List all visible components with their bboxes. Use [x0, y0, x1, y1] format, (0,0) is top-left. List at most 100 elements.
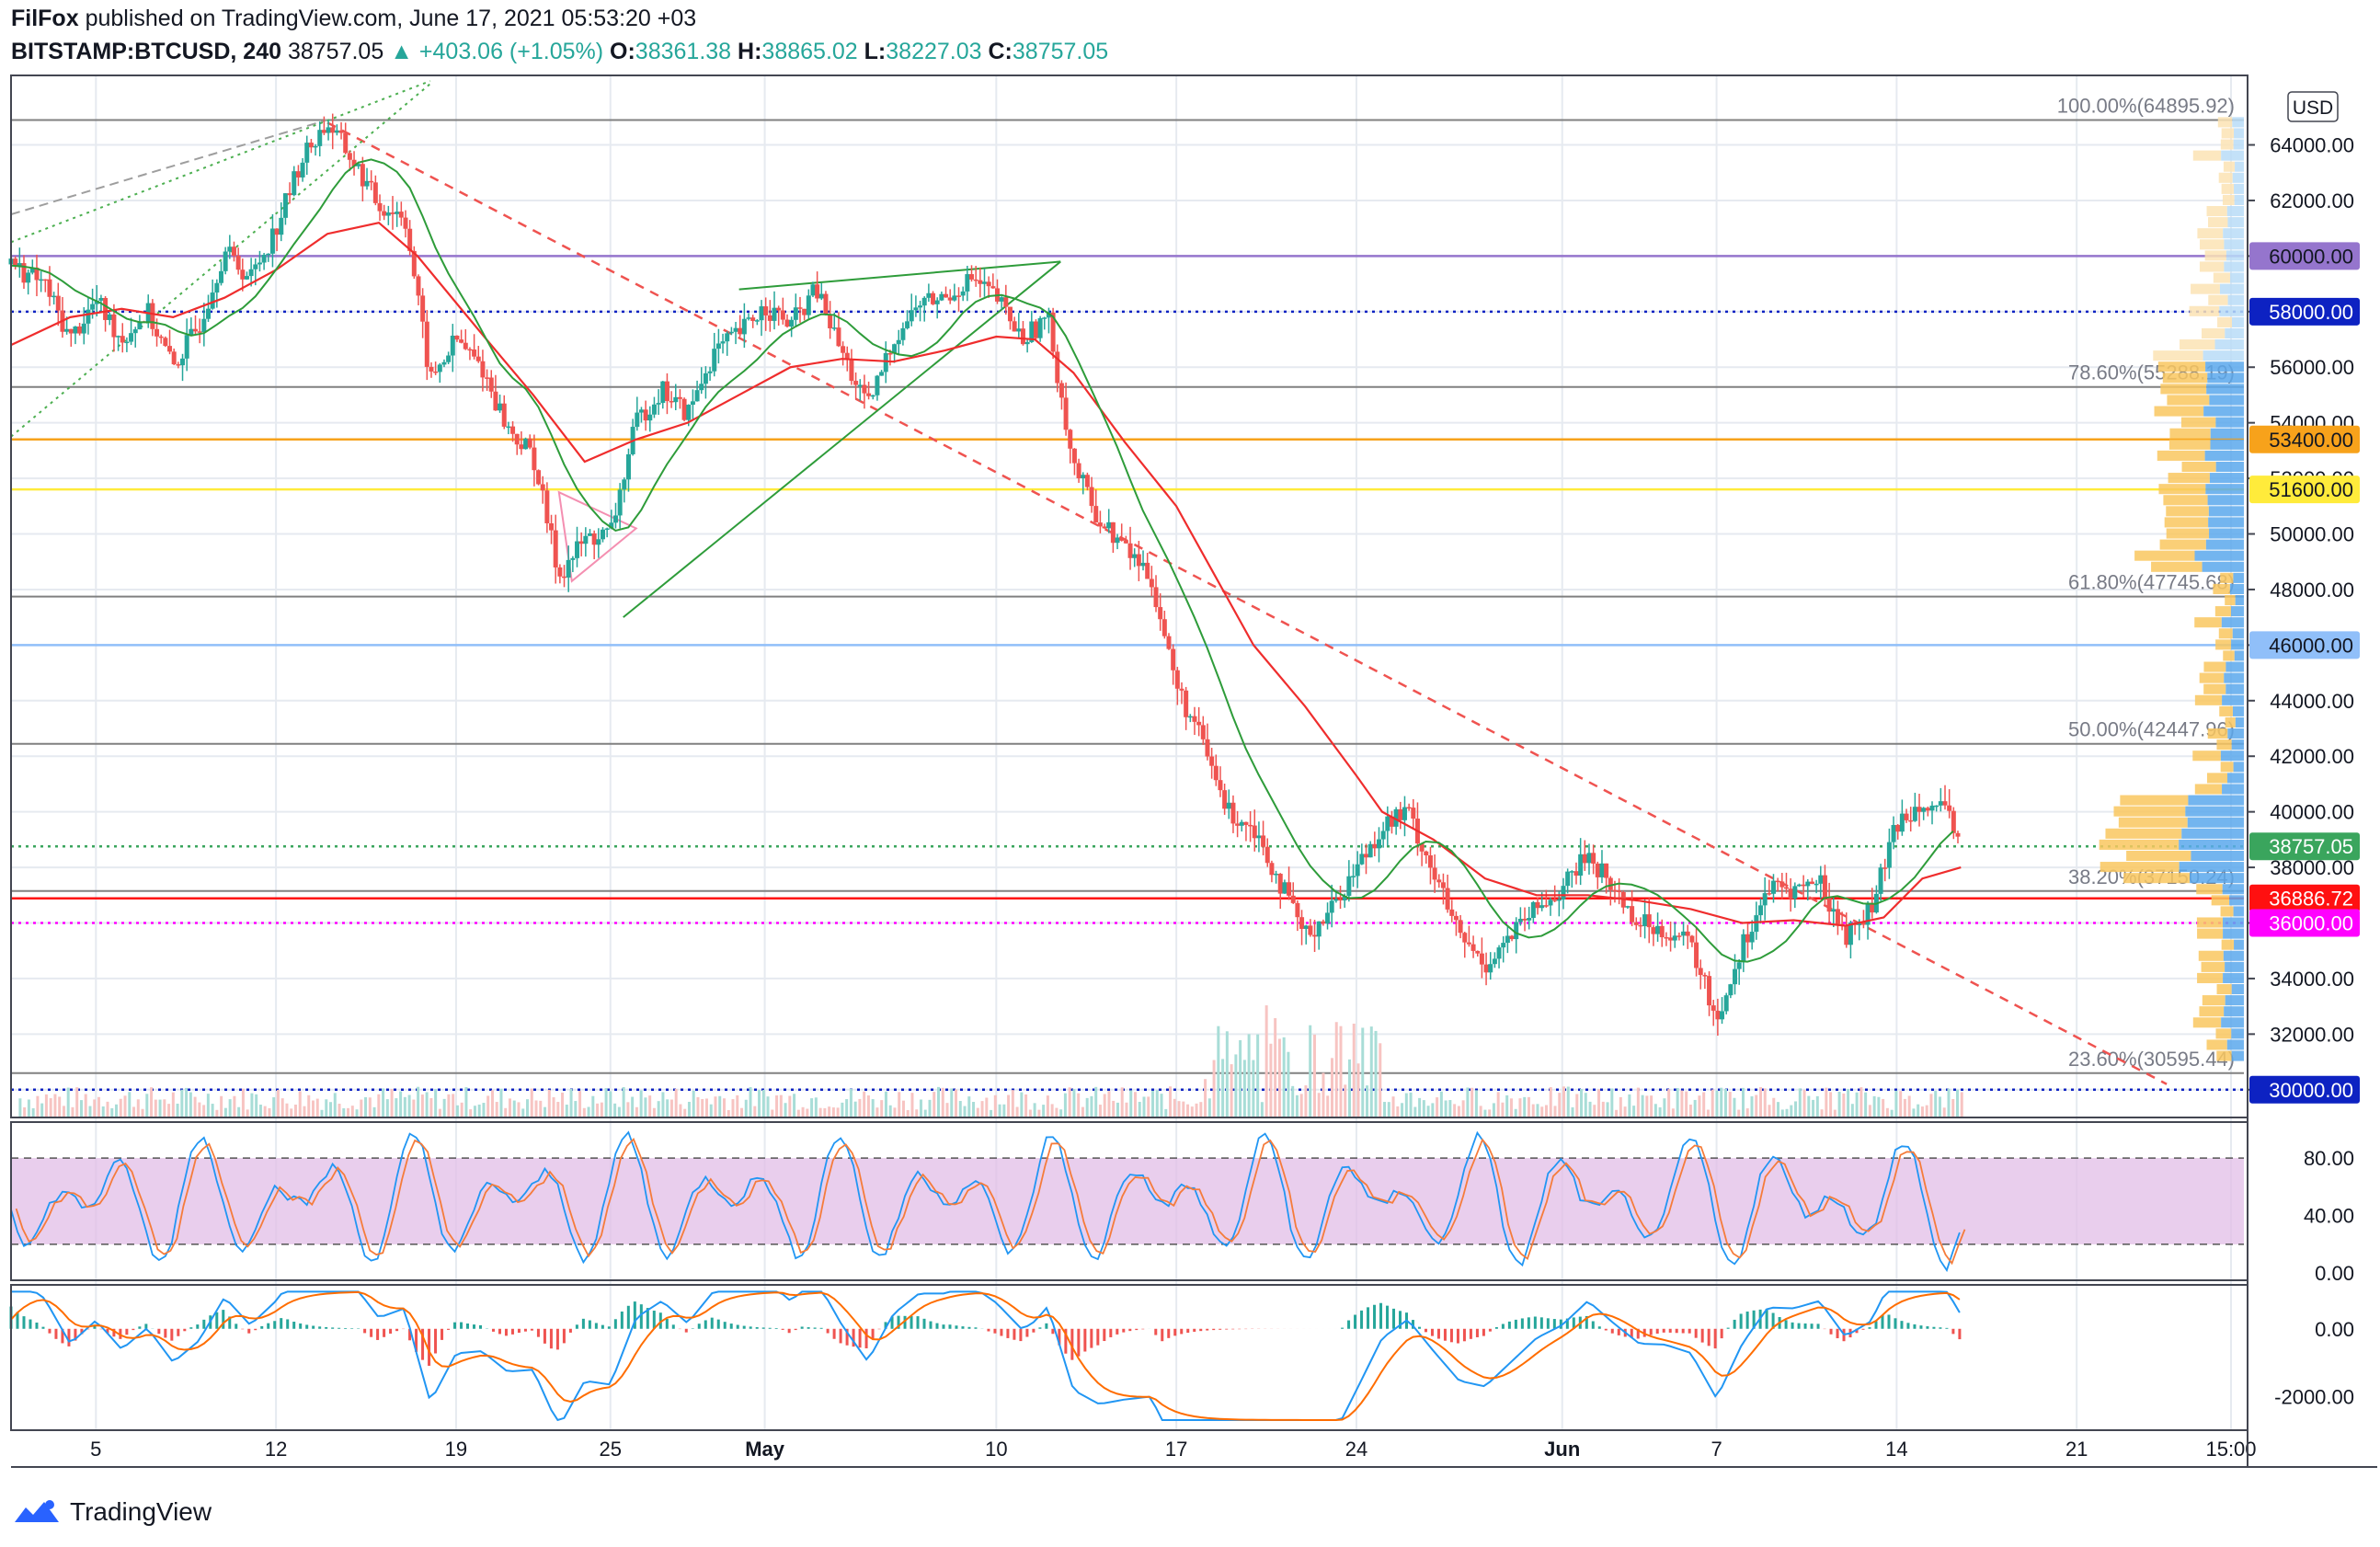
- macd-histogram-bar: [312, 1325, 315, 1329]
- volume-bar: [1850, 1104, 1854, 1117]
- candle-body: [163, 338, 168, 347]
- volume-profile-bar: [2205, 539, 2244, 550]
- macd-histogram-bar: [1399, 1311, 1402, 1329]
- volume-bar: [202, 1105, 206, 1117]
- candle-body: [39, 279, 44, 281]
- volume-profile-bar: [2199, 261, 2225, 272]
- volume-bar: [1024, 1094, 1028, 1117]
- volume-bar: [1277, 1038, 1281, 1117]
- candle-body: [1865, 903, 1871, 925]
- macd-histogram-bar: [807, 1327, 810, 1329]
- macd-histogram-bar: [1186, 1328, 1190, 1334]
- candle-body: [1089, 487, 1094, 507]
- candle-body: [1264, 846, 1270, 864]
- publish-info: published on TradingView.com, June 17, 2…: [85, 6, 697, 31]
- candle-body: [1527, 918, 1532, 921]
- price-line-tag-label: 60000.00: [2269, 245, 2353, 268]
- candle-body: [485, 377, 490, 379]
- volume-bar: [1531, 1104, 1535, 1117]
- price-line-tag: [2249, 832, 2360, 861]
- volume-profile-bar: [2216, 1050, 2232, 1061]
- candle-body: [1543, 905, 1549, 907]
- volume-bar: [452, 1094, 455, 1117]
- candle-body: [1411, 808, 1416, 819]
- candle-body: [892, 344, 898, 354]
- candle-body: [295, 171, 301, 178]
- volume-bar: [915, 1109, 919, 1117]
- macd-histogram-bar: [1494, 1326, 1498, 1329]
- volume-bar: [1492, 1103, 1495, 1117]
- candle-body: [1912, 807, 1917, 821]
- candle-body: [1312, 934, 1318, 937]
- volume-bar: [1750, 1095, 1754, 1117]
- candle-body: [454, 335, 460, 340]
- volume-profile-bar: [2160, 384, 2207, 395]
- candle-body: [1132, 554, 1138, 558]
- volume-bar: [814, 1097, 818, 1117]
- fib-level-label: 100.00%(64895.92): [2057, 94, 2235, 117]
- volume-bar: [561, 1092, 565, 1117]
- volume-bar: [382, 1088, 385, 1117]
- macd-histogram-bar: [1520, 1318, 1524, 1329]
- volume-bar: [919, 1099, 922, 1117]
- volume-bar: [1344, 1084, 1347, 1117]
- candle-body: [137, 321, 143, 330]
- candle-body: [733, 327, 738, 332]
- candle-body: [1685, 931, 1690, 936]
- candle-body: [334, 130, 339, 133]
- candle-body: [205, 308, 211, 319]
- candle-body: [999, 297, 1004, 302]
- volume-profile-bar: [2230, 272, 2244, 283]
- candle-body: [694, 390, 700, 402]
- volume-bar: [635, 1106, 638, 1117]
- x-tick-label: 19: [445, 1438, 467, 1461]
- volume-bar: [1125, 1102, 1128, 1117]
- symbol-name[interactable]: BITSTAMP:BTCUSD, 240: [11, 39, 282, 64]
- volume-bar: [1693, 1099, 1697, 1117]
- macd-histogram-bar: [1219, 1328, 1222, 1330]
- volume-bar: [1164, 1108, 1168, 1117]
- candle-body: [1891, 824, 1896, 842]
- candle-body: [780, 310, 785, 320]
- volume-bar: [775, 1094, 779, 1117]
- macd-histogram-bar: [594, 1323, 598, 1329]
- candle-body: [1222, 790, 1228, 809]
- volume-bar: [863, 1091, 866, 1117]
- volume-bar: [1580, 1089, 1584, 1117]
- macd-histogram-bar: [61, 1328, 64, 1344]
- volume-bar: [1632, 1106, 1636, 1117]
- candle-body: [279, 217, 284, 235]
- y-tick-label: 48000.00: [2270, 579, 2354, 602]
- author-name[interactable]: FilFox: [11, 6, 79, 31]
- candle-body: [1424, 851, 1429, 855]
- volume-bar: [1453, 1104, 1457, 1117]
- volume-profile-bar: [2223, 950, 2244, 961]
- candle-body: [638, 409, 644, 413]
- macd-histogram-bar: [768, 1327, 772, 1329]
- footer-brand[interactable]: TradingView: [13, 1497, 212, 1527]
- volume-bar: [990, 1109, 993, 1117]
- volume-bar: [53, 1094, 57, 1117]
- volume-profile-bar: [2167, 395, 2210, 406]
- volume-bar: [761, 1089, 765, 1117]
- volume-bar: [1877, 1096, 1881, 1117]
- candle-body: [1325, 912, 1331, 924]
- volume-profile-bar: [2200, 239, 2225, 250]
- volume-bar: [141, 1108, 144, 1117]
- volume-bar: [1234, 1054, 1238, 1117]
- candle-body: [1917, 807, 1922, 812]
- macd-histogram-bar: [1212, 1328, 1216, 1331]
- candle-body: [862, 384, 867, 394]
- macd-histogram-bar: [845, 1328, 849, 1346]
- volume-bar: [1391, 1096, 1395, 1117]
- candle-body: [167, 346, 173, 352]
- volume-bar: [1780, 1109, 1784, 1117]
- macd-histogram-bar: [1668, 1328, 1672, 1333]
- volume-bar: [1702, 1092, 1706, 1117]
- candle-body: [818, 293, 824, 299]
- macd-histogram-bar: [1167, 1328, 1171, 1338]
- volume-profile-bar: [2208, 294, 2228, 305]
- volume-bar: [464, 1087, 468, 1117]
- candle-body: [660, 381, 666, 404]
